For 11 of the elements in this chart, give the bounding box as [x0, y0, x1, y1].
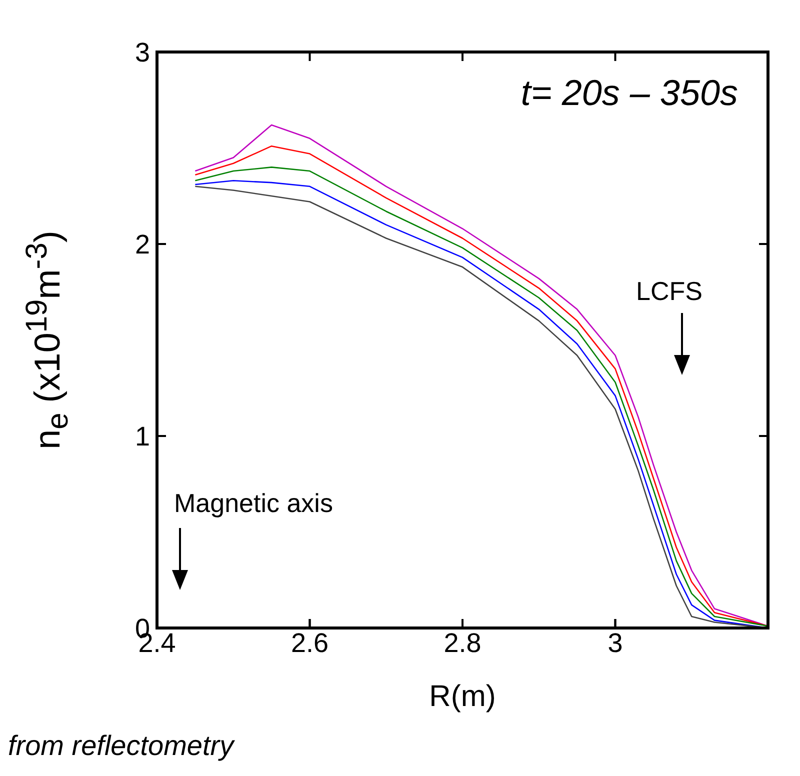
y-tick-label: 2	[134, 230, 150, 260]
annotation: Magnetic axis	[174, 488, 333, 519]
x-axis-title: R(m)	[429, 680, 496, 714]
y-tick-label: 1	[134, 422, 150, 452]
x-tick-label: 3	[608, 628, 623, 658]
annotation: t= 20s – 350s	[520, 72, 738, 114]
annotation: LCFS	[636, 276, 702, 307]
text: from reflectometry	[8, 730, 234, 762]
y-tick-label: 3	[134, 38, 150, 68]
x-tick-label: 2.8	[444, 628, 482, 658]
x-tick-label: 2.6	[290, 628, 329, 658]
